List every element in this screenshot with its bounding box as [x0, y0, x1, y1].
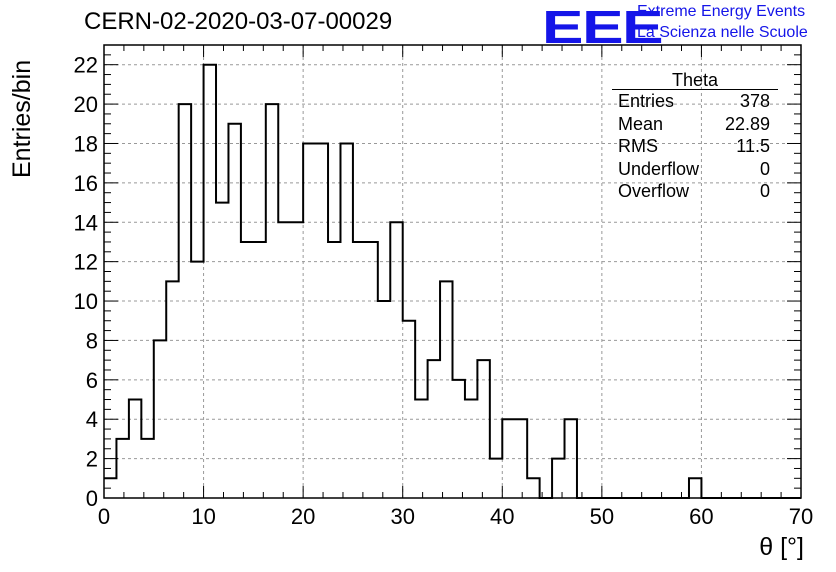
histogram-bin	[453, 380, 465, 498]
y-tick-label: 8	[86, 328, 98, 353]
histogram-bin	[278, 222, 290, 498]
y-axis-label: Entries/bin	[8, 59, 36, 178]
y-tick-label: 0	[86, 486, 98, 511]
x-tick-label: 30	[390, 504, 414, 529]
stats-value: 11.5	[736, 136, 770, 156]
x-tick-label: 40	[490, 504, 514, 529]
histogram-bin	[241, 242, 253, 498]
x-tick-label: 60	[689, 504, 713, 529]
stats-row: RMS 11.5	[612, 135, 778, 158]
stats-value: 0	[759, 181, 770, 201]
histogram-bin	[316, 143, 328, 498]
stats-label: Overflow	[618, 181, 690, 201]
histogram-bin	[340, 143, 352, 498]
histogram-bin	[228, 124, 240, 498]
histogram-bin	[328, 242, 340, 498]
histogram-bin	[527, 478, 539, 498]
stats-box: Theta Entries 378 Mean 22.89 RMS 11.5 Under…	[612, 69, 778, 203]
x-tick-label: 70	[789, 504, 813, 529]
stats-row: Overflow 0	[612, 180, 778, 203]
histogram-bin	[403, 321, 415, 498]
histogram-bin	[141, 439, 153, 498]
y-tick-label: 12	[74, 250, 98, 275]
y-tick-label: 14	[74, 210, 98, 235]
stats-row: Mean 22.89	[612, 113, 778, 136]
eee-logo: EEE	[542, 1, 664, 53]
histogram-bin	[552, 459, 564, 498]
y-tick-label: 22	[74, 53, 98, 78]
y-tick-label: 16	[74, 171, 98, 196]
stats-value: 0	[759, 158, 770, 179]
logo-line-1: Extreme Energy Events	[637, 3, 806, 20]
y-tick-label: 4	[86, 407, 98, 432]
histogram-bin	[390, 222, 402, 498]
histogram-bin	[440, 281, 452, 498]
histogram-bin	[253, 242, 265, 498]
y-tick-label: 18	[74, 131, 98, 156]
stats-label: Underflow	[618, 158, 700, 179]
histogram-bin	[428, 360, 440, 498]
stats-title: Theta	[612, 69, 778, 90]
y-tick-label: 6	[86, 368, 98, 393]
y-tick-label: 2	[86, 447, 98, 472]
page-title: CERN-02-2020-03-07-00029	[84, 8, 393, 35]
x-tick-label: 20	[291, 504, 315, 529]
stats-row: Underflow 0	[612, 158, 778, 181]
histogram-bin	[204, 65, 216, 498]
y-tick-label: 20	[74, 92, 98, 117]
stats-row: Entries 378	[612, 90, 778, 113]
histogram-bin	[490, 459, 502, 498]
histogram-bin	[477, 360, 489, 498]
histogram-bin	[689, 478, 701, 498]
logo-line-2: La Scienza nelle Scuole	[637, 24, 808, 41]
histogram-bin	[365, 242, 377, 498]
x-tick-label: 50	[590, 504, 614, 529]
stats-value: 22.89	[724, 113, 770, 134]
x-axis-label: θ [°]	[759, 533, 804, 561]
histogram-bin	[291, 222, 303, 498]
histogram-bin	[353, 242, 365, 498]
histogram-bin	[378, 301, 390, 498]
x-tick-label: 0	[98, 504, 110, 529]
y-tick-label: 10	[74, 289, 98, 314]
x-tick-label: 10	[191, 504, 215, 529]
histogram-bin	[129, 400, 141, 498]
histogram-bin	[465, 400, 477, 498]
histogram-bin	[303, 143, 315, 498]
stats-label: Mean	[618, 113, 664, 134]
histogram-bin	[116, 439, 128, 498]
histogram-bin	[415, 400, 427, 498]
stats-label: RMS	[618, 136, 658, 156]
stats-value: 378	[739, 91, 770, 111]
histogram-bin	[166, 281, 178, 498]
histogram-bin	[216, 203, 228, 498]
stats-label: Entries	[618, 91, 675, 111]
